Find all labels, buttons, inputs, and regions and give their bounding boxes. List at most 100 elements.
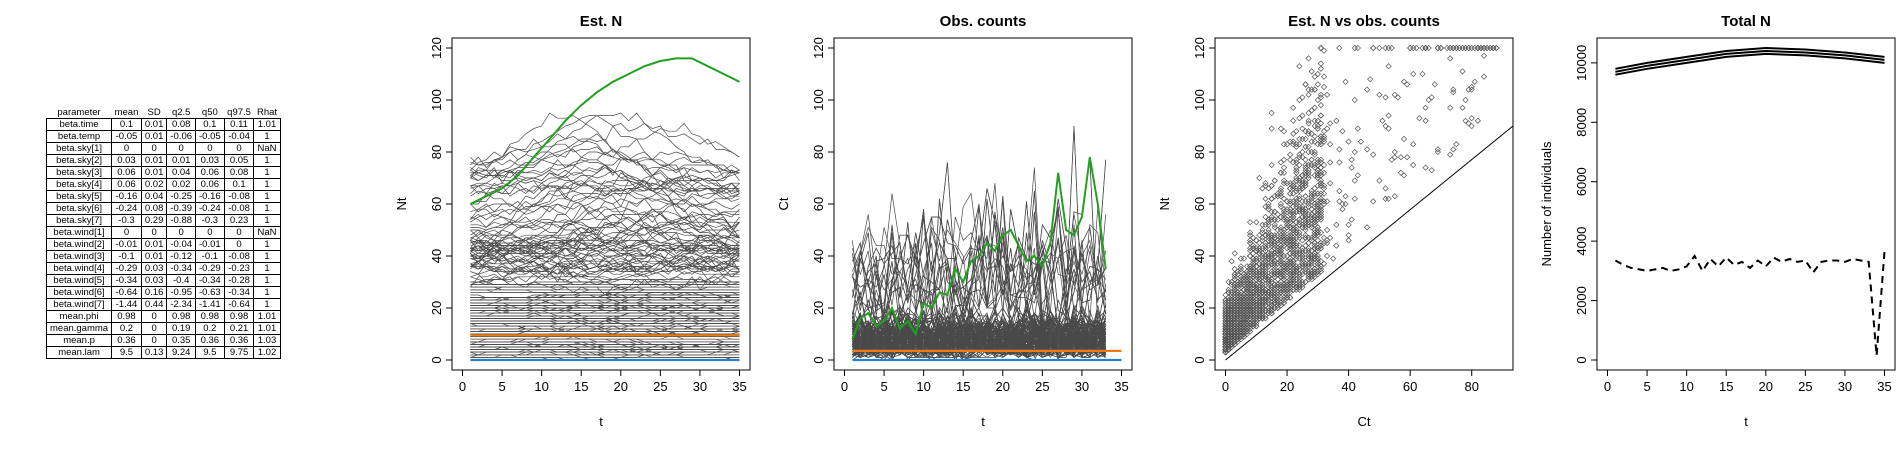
scatter-point (1296, 216, 1303, 223)
site-line (470, 156, 740, 231)
scatter-point (1296, 203, 1303, 210)
scatter-point (1468, 122, 1475, 130)
scatter-point (1243, 307, 1251, 314)
scatter-point (1317, 164, 1325, 171)
scatter-point (1265, 232, 1272, 239)
scatter-point (1311, 265, 1318, 273)
scatter-point (1287, 151, 1294, 158)
scatter-point (1308, 193, 1315, 200)
scatter-point (1320, 83, 1328, 91)
scatter-point (1302, 247, 1309, 254)
scatter-point (1320, 161, 1328, 169)
table-row: beta.wind[3] -0.1 0.01 -0.12 -0.1 -0.08 1 (45, 250, 281, 263)
site-line (470, 112, 740, 192)
site-line (852, 333, 1106, 361)
scatter-point (1317, 164, 1325, 171)
scatter-point (1308, 86, 1315, 93)
scatter-point (1468, 86, 1475, 93)
y-tick-label: 0 (429, 356, 444, 363)
x-tick-label: 35 (732, 379, 746, 394)
site-line (470, 149, 740, 200)
scatter-point (1268, 195, 1275, 202)
table-row: beta.wind[6] -0.64 0.16 -0.95 -0.63 -0.34 1 (45, 286, 281, 299)
scatter-point (1262, 258, 1269, 265)
scatter-point (1447, 151, 1454, 158)
site-line (470, 351, 740, 356)
scatter-point (1259, 185, 1266, 192)
scatter-point (1317, 65, 1325, 72)
chart-title: Obs. counts (940, 13, 1027, 30)
site-line (470, 346, 740, 350)
y-axis: 0 2000 4000 6000 8000 10000 (1574, 45, 1598, 364)
scatter-point (1222, 343, 1229, 351)
site-line (470, 349, 740, 353)
table-cell: 0.13 (140, 346, 168, 359)
scatter-point (1231, 273, 1238, 280)
scatter-point (1274, 237, 1281, 244)
site-line (470, 312, 740, 317)
table-row: beta.wind[5] -0.34 0.03 -0.4 -0.34 -0.28 1 (45, 274, 281, 287)
scatter-point (1268, 182, 1275, 189)
scatter-point (1302, 193, 1309, 200)
y-tick-label: 2000 (1574, 286, 1589, 315)
site-line (470, 203, 740, 223)
scatter-point (1243, 328, 1251, 335)
site-line (470, 305, 740, 309)
scatter-point (1243, 273, 1251, 280)
scatter-point (1302, 81, 1309, 88)
parameter-table-body: beta.time 0.1 0.01 0.08 0.1 0.11 1.01 beta.temp… (45, 118, 281, 359)
site-line (470, 297, 740, 301)
scatter-point (1302, 180, 1309, 187)
site-line (470, 310, 740, 314)
scatter-point (1320, 73, 1328, 80)
scatter-point (1323, 198, 1331, 205)
scatter-point (1287, 294, 1294, 301)
scatter-point (1311, 122, 1318, 130)
scatter-point (1280, 156, 1288, 163)
scatter-point (1290, 130, 1297, 137)
table-cell: 1 (253, 250, 281, 263)
scatter-point (1296, 195, 1303, 202)
site-line (470, 315, 740, 324)
x-axis: 0 5 10 15 20 25 30 35 (841, 369, 1129, 394)
site-line (470, 198, 740, 259)
scatter-point (1302, 193, 1309, 200)
scatter-point (1305, 120, 1312, 127)
total-n-line (1615, 46, 1885, 70)
table-cell: 9.5 (111, 346, 142, 359)
scatter-point (1247, 229, 1254, 236)
scatter-point (1314, 81, 1321, 88)
scatter-point (1348, 164, 1355, 171)
scatter-point (1336, 187, 1343, 195)
x-tick-label: 80 (1464, 379, 1478, 394)
site-line (470, 328, 740, 332)
scatter-point (1320, 169, 1328, 176)
x-axis-label: Ct (1358, 414, 1371, 429)
scatter-point (1317, 265, 1325, 273)
scatter-point (1256, 174, 1263, 182)
scatter-point (1370, 44, 1377, 52)
scatter-point (1351, 96, 1358, 104)
scatter-point (1271, 258, 1278, 265)
scatter-point (1311, 185, 1318, 192)
scatter-point (1317, 44, 1325, 52)
site-line (470, 305, 740, 309)
site-line (470, 338, 740, 348)
scatter-point (1296, 242, 1303, 249)
scatter-point (1277, 185, 1284, 192)
scatter-point (1391, 148, 1398, 156)
y-axis: 0 20 40 60 80 100 120 (429, 37, 453, 364)
y-tick-label: 20 (811, 301, 826, 315)
scatter-point (1274, 232, 1281, 239)
scatter-point (1280, 299, 1288, 306)
scatter-point (1265, 200, 1272, 208)
site-line (470, 115, 740, 192)
x-axis-label: t (981, 414, 985, 429)
y-tick-label: 40 (429, 249, 444, 263)
y-tick-label: 100 (1192, 89, 1207, 111)
scatter-point (1308, 156, 1315, 163)
scatter-point (1259, 226, 1266, 234)
scatter-point (1237, 265, 1244, 273)
site-line (470, 341, 740, 350)
scatter-point (1265, 206, 1272, 213)
